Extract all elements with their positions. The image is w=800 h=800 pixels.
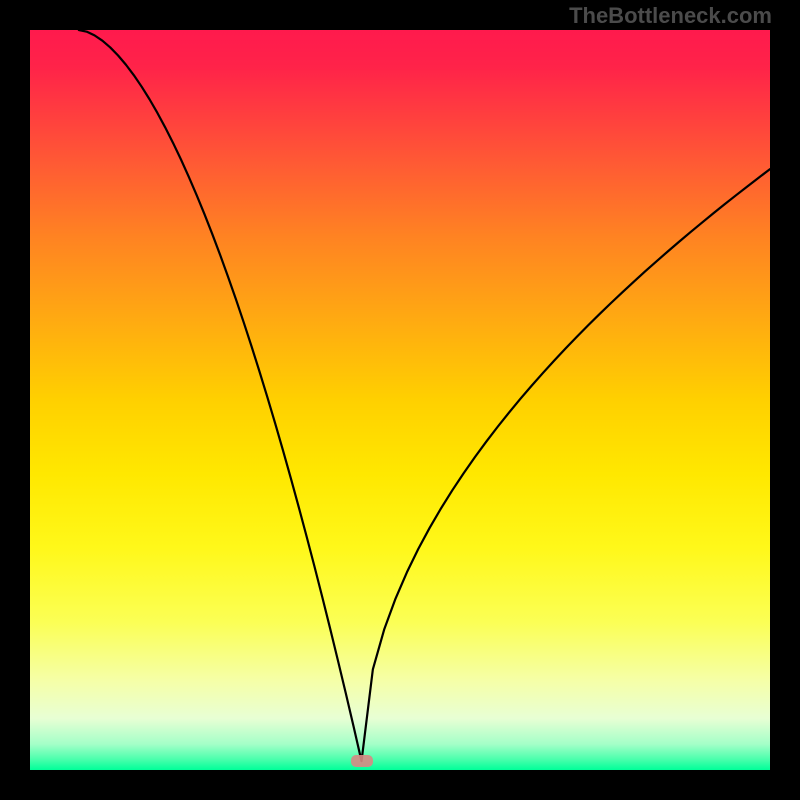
gradient-background xyxy=(30,30,770,770)
minimum-marker xyxy=(351,755,373,767)
plot-area xyxy=(30,30,770,770)
bottleneck-curve xyxy=(30,30,770,770)
watermark-text: TheBottleneck.com xyxy=(569,3,772,29)
chart-frame: TheBottleneck.com xyxy=(0,0,800,800)
